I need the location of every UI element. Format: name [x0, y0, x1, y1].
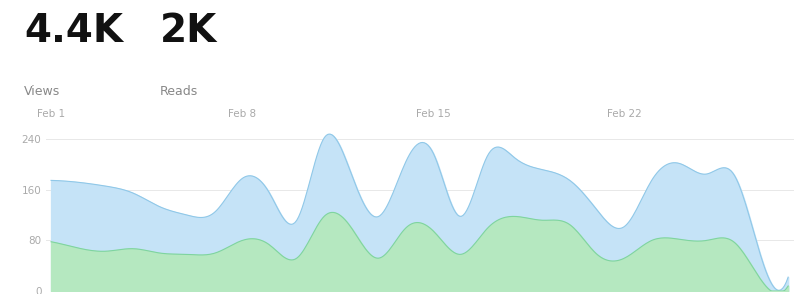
Text: 2K: 2K [160, 12, 218, 50]
Text: 4.4K: 4.4K [24, 12, 123, 50]
Text: Reads: Reads [160, 85, 198, 98]
Text: Views: Views [24, 85, 60, 98]
